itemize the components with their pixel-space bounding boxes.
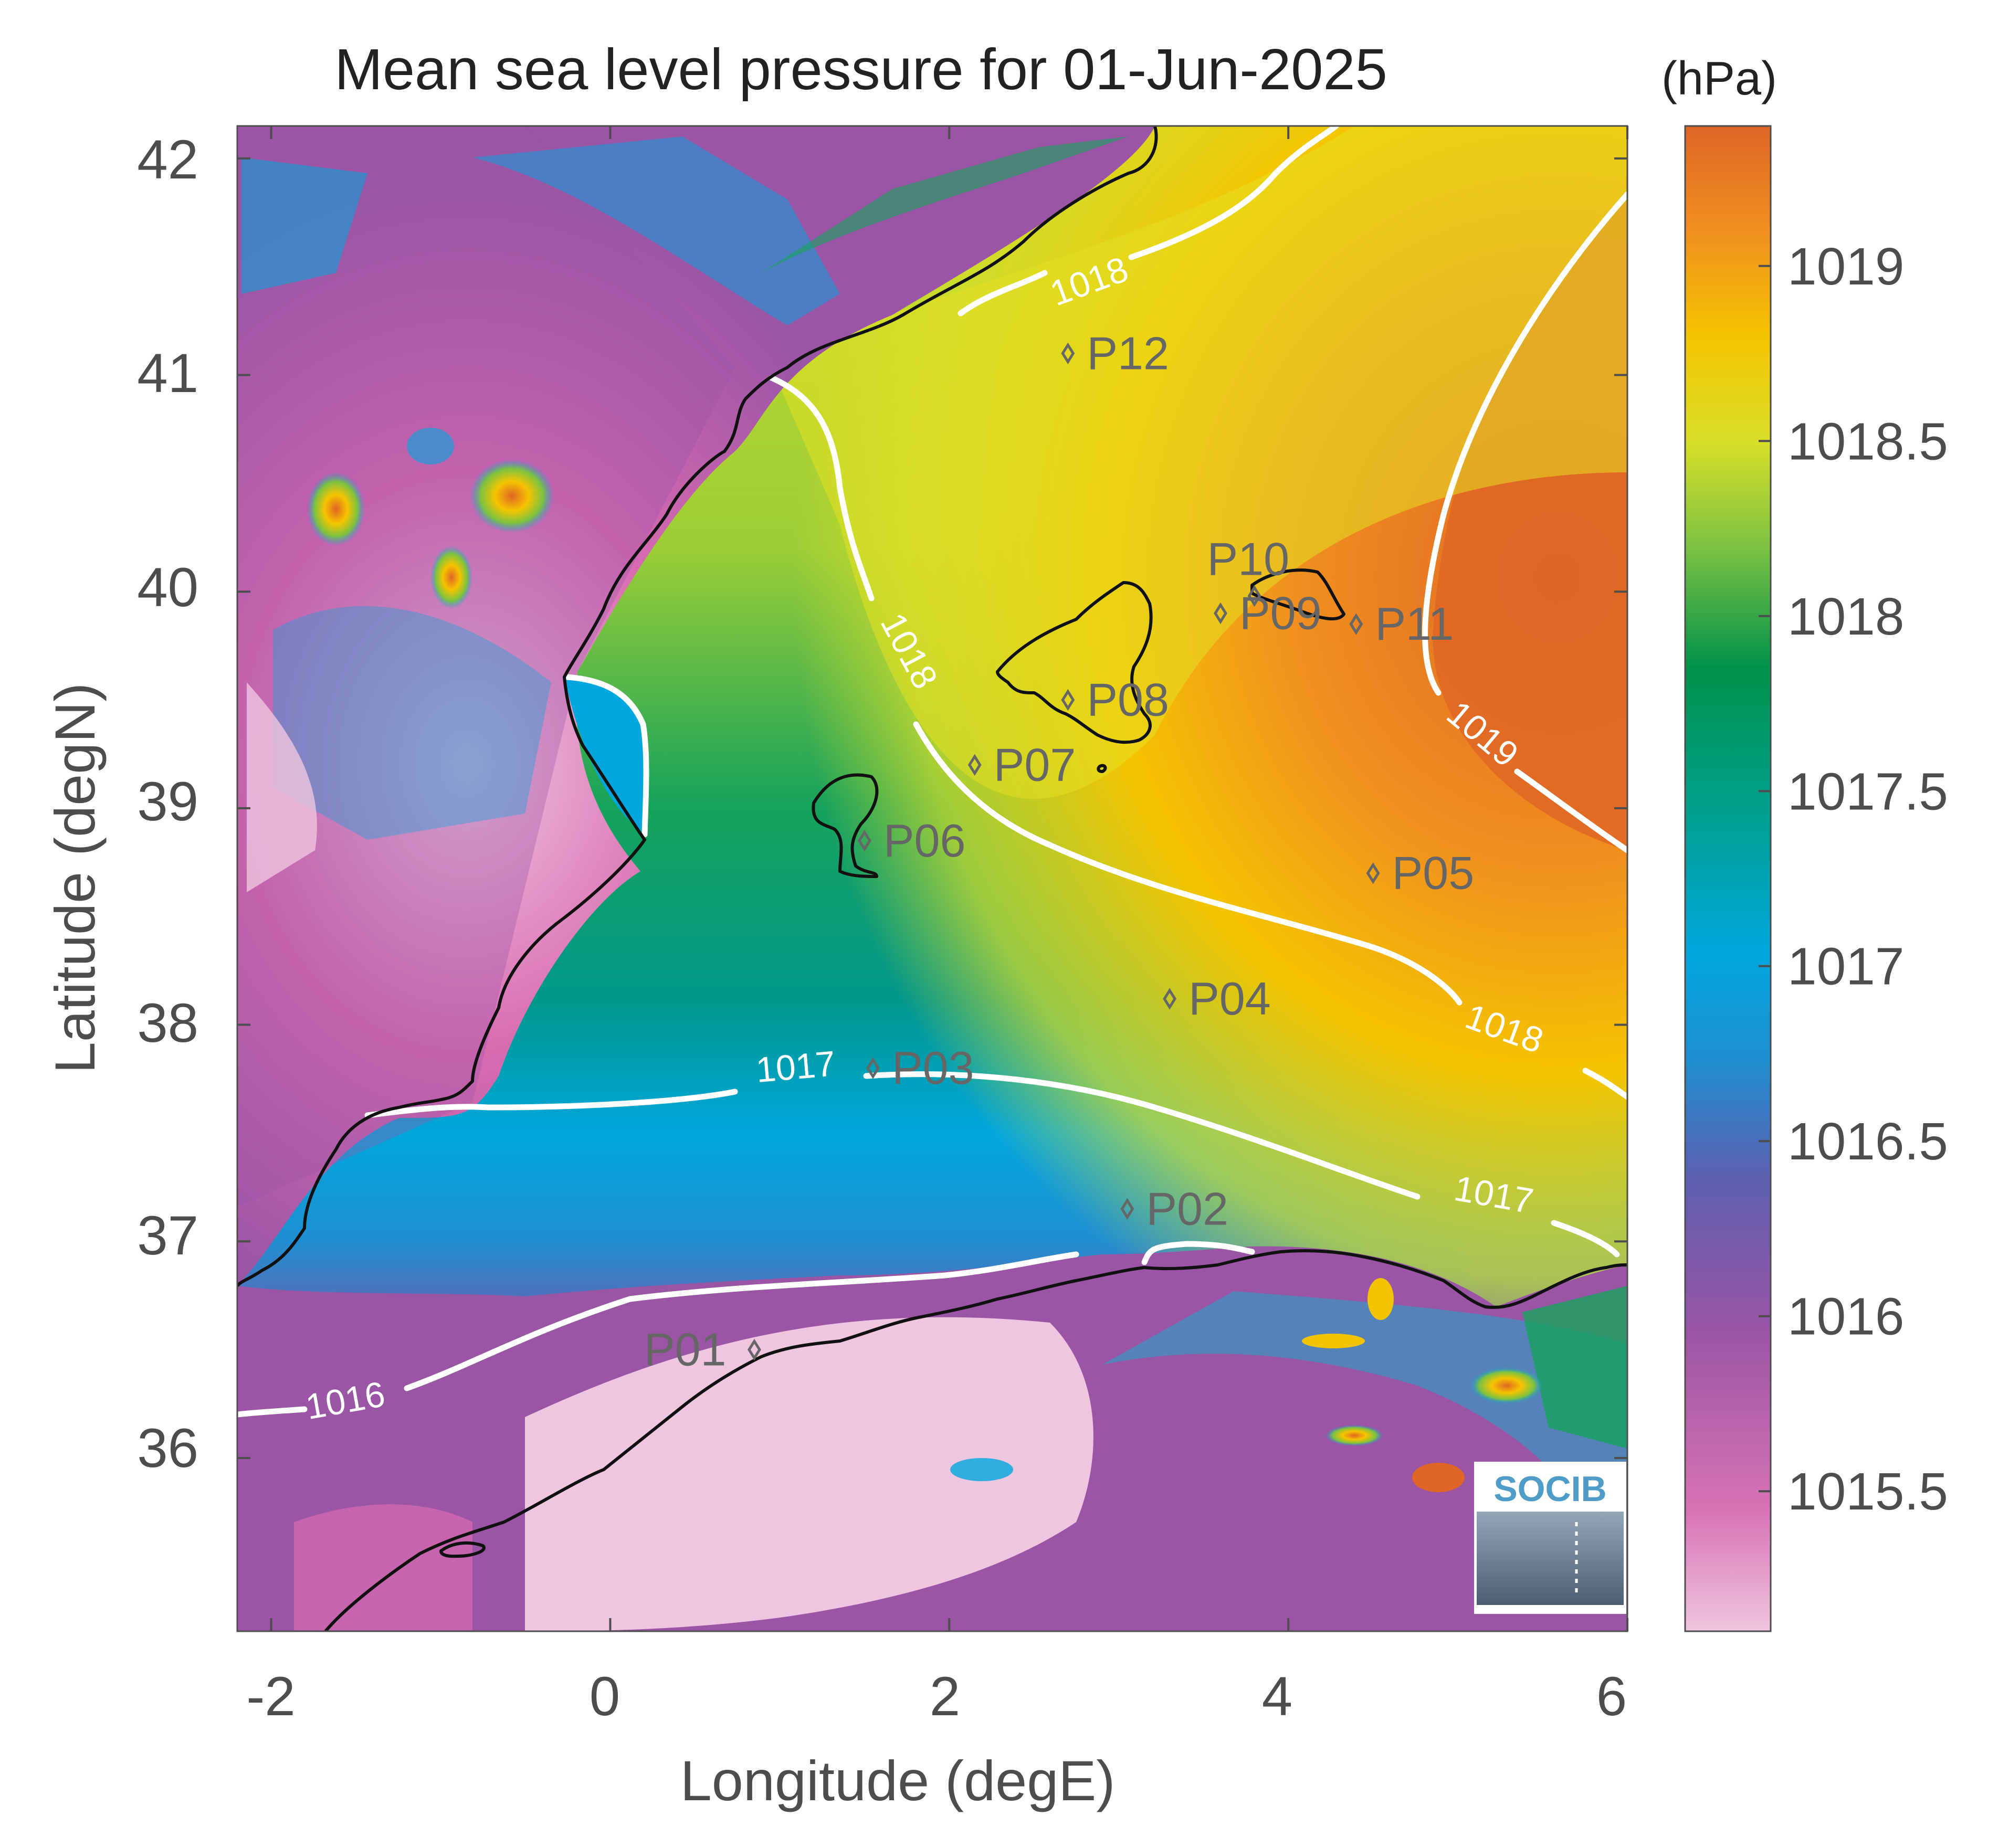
- isobar-contours: [237, 126, 1627, 1418]
- ibiza-outline: [812, 773, 879, 878]
- colorbar-tick-label: 1016: [1787, 1287, 1904, 1346]
- x-tick-label: 4: [1262, 1666, 1292, 1727]
- y-tick-label: 36: [137, 1418, 198, 1479]
- station-p01: P01: [644, 1324, 761, 1376]
- station-marker-icon: [1163, 988, 1177, 1010]
- station-marker-icon: [967, 754, 982, 776]
- station-label: P02: [1146, 1182, 1228, 1234]
- station-marker-icon: [1214, 602, 1227, 625]
- station-label: P06: [883, 815, 966, 867]
- station-marker-icon: [1366, 862, 1380, 884]
- station-p06: P06: [857, 815, 966, 867]
- station-label: P01: [644, 1324, 727, 1376]
- x-tick-label: 2: [930, 1666, 960, 1727]
- station-p05: P05: [1366, 847, 1475, 899]
- station-label: P03: [892, 1042, 974, 1094]
- x-axis-label: Longitude (degE): [680, 1749, 1116, 1812]
- y-axis-label: Latitude (degN): [43, 683, 107, 1073]
- colorbar-tick-label: 1019: [1787, 237, 1904, 296]
- chart-title: Mean sea level pressure for 01-Jun-2025: [334, 37, 1387, 102]
- station-label: P08: [1087, 674, 1169, 726]
- y-tick-label: 37: [137, 1205, 198, 1266]
- menorca-outline: [1250, 568, 1345, 621]
- coastline: [237, 126, 1627, 1631]
- x-tick-labels: -2 0 2 4 6: [246, 1666, 1627, 1727]
- station-marker-icon: [1061, 342, 1075, 365]
- station-p09: P09: [1214, 587, 1322, 639]
- station-label: P07: [994, 738, 1076, 790]
- station-marker-icon: [1120, 1198, 1134, 1220]
- x-tick-label: 6: [1596, 1666, 1627, 1727]
- station-p10: P10: [1207, 533, 1290, 607]
- station-marker-icon: [857, 830, 871, 852]
- station-marker-icon: [1247, 585, 1261, 607]
- x-tick-label: 0: [590, 1666, 620, 1727]
- colorbar: (hPa) 1019 1018.5 1018 1017.5 1017 1016.5 1016…: [1661, 52, 1948, 1632]
- station-p03: P03: [866, 1042, 974, 1094]
- alboran-island: [439, 1541, 486, 1558]
- socib-logo: SOCIB: [1474, 1462, 1626, 1614]
- station-label: P11: [1375, 598, 1454, 650]
- station-marker-icon: [1061, 689, 1075, 711]
- colorbar-units: (hPa): [1661, 52, 1777, 105]
- colorbar-tick-label: 1018: [1787, 587, 1904, 646]
- colorbar-ticks: 1019 1018.5 1018 1017.5 1017 1016.5 1016 1015.5: [1759, 237, 1948, 1521]
- station-label: P04: [1188, 973, 1271, 1025]
- station-p04: P04: [1163, 973, 1271, 1025]
- mallorca-outline: [996, 581, 1153, 744]
- axis-ticks: [237, 126, 1628, 1631]
- station-marker-icon: [1349, 613, 1363, 635]
- pressure-field-map: [237, 126, 1627, 1631]
- y-tick-labels: 42 41 40 39 38 37 36: [137, 129, 198, 1479]
- colorbar-tick-label: 1016.5: [1787, 1112, 1948, 1171]
- station-label: P12: [1087, 327, 1169, 379]
- station-p07: P07: [967, 738, 1076, 790]
- socib-logo-text: SOCIB: [1493, 1469, 1606, 1509]
- colorbar-tick-label: 1015.5: [1787, 1462, 1948, 1521]
- station-label: P10: [1207, 533, 1290, 585]
- colorbar-tick-label: 1017: [1787, 937, 1904, 996]
- station-p08: P08: [1061, 674, 1169, 726]
- africa-coastline: [324, 1249, 1627, 1631]
- y-tick-label: 39: [137, 771, 198, 832]
- y-tick-label: 40: [137, 557, 198, 618]
- iberia-coastline: [237, 126, 1158, 1287]
- x-tick-label: -2: [246, 1666, 295, 1727]
- station-label: P05: [1392, 847, 1475, 899]
- station-label: P09: [1239, 587, 1322, 639]
- station-p11: P11: [1349, 598, 1454, 650]
- cabrera-outline: [1097, 764, 1107, 773]
- station-marker-icon: [747, 1338, 761, 1361]
- y-tick-label: 42: [137, 129, 198, 191]
- colorbar-tick-label: 1018.5: [1787, 412, 1948, 471]
- colorbar-tick-label: 1017.5: [1787, 762, 1948, 821]
- station-p12: P12: [1061, 327, 1169, 379]
- station-p02: P02: [1120, 1182, 1228, 1234]
- contour-label: 1017: [754, 1043, 837, 1090]
- y-tick-label: 38: [137, 992, 198, 1054]
- station-marker-icon: [866, 1057, 880, 1079]
- map-frame: [236, 125, 1628, 1632]
- y-tick-label: 41: [137, 343, 198, 404]
